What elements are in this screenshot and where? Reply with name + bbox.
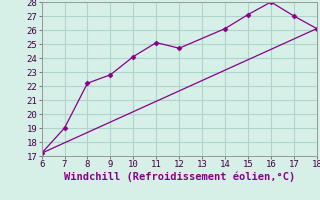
X-axis label: Windchill (Refroidissement éolien,°C): Windchill (Refroidissement éolien,°C): [64, 172, 295, 182]
